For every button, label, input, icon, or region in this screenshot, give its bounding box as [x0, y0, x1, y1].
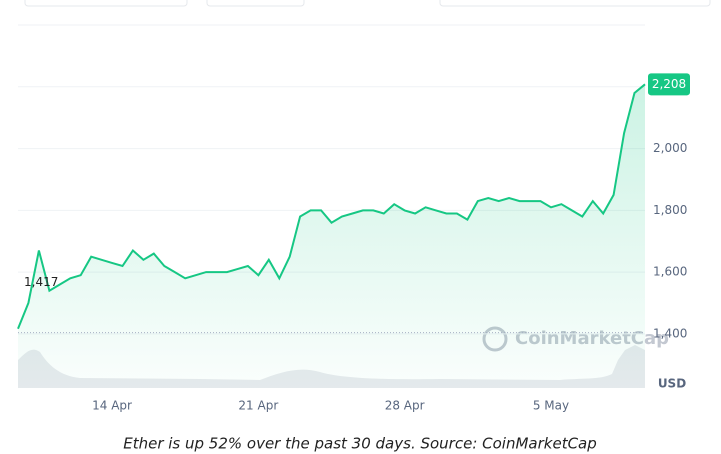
caption: Ether is up 52% over the past 30 days. S… [123, 435, 597, 453]
toolbar-button[interactable] [206, 0, 305, 7]
y-tick-label: 1,400 [653, 326, 687, 340]
x-tick-label: 5 May [533, 399, 569, 413]
toolbar-button[interactable] [439, 0, 711, 7]
x-tick-label: 28 Apr [385, 399, 425, 413]
area [18, 84, 645, 389]
price-line [17, 83, 646, 330]
x-tick-label: 21 Apr [238, 399, 278, 413]
y-tick-label: 1,600 [653, 265, 687, 279]
current-price-label: 2,208 [652, 77, 686, 91]
x-tick-label: 14 Apr [92, 399, 132, 413]
y-unit: USD [658, 377, 686, 391]
start-price-label: 1,417 [24, 275, 58, 289]
y-tick-label: 2,000 [653, 141, 687, 155]
y-tick-label: 1,800 [653, 203, 687, 217]
current-price-tag [648, 73, 690, 96]
toolbar-button[interactable] [24, 0, 188, 7]
